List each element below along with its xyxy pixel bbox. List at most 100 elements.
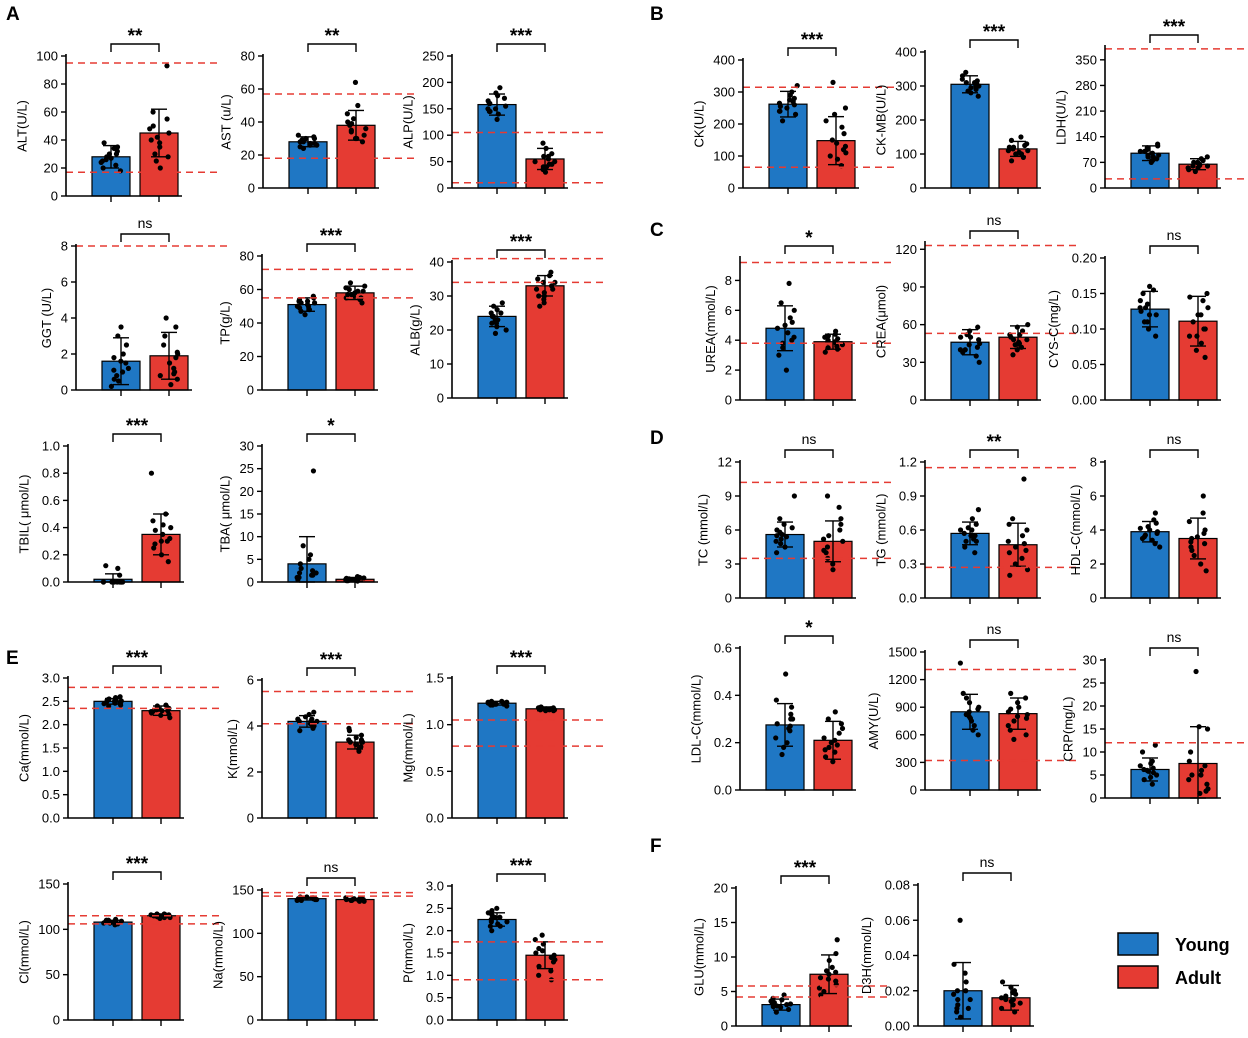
chart-22-point-adult: [550, 705, 556, 711]
chart-10-sig-label: ***: [1163, 17, 1186, 38]
chart-9-point-adult: [1025, 148, 1031, 154]
chart-18-point-young: [971, 723, 977, 729]
chart-8-y-axis-label: CK(U/L): [691, 101, 706, 148]
chart-3-point-young: [111, 376, 117, 382]
chart-12-point-young: [962, 347, 968, 353]
chart-4-point-adult: [360, 288, 366, 294]
chart-24-point-adult: [343, 896, 349, 903]
chart-16-point-adult: [1202, 541, 1208, 547]
chart-6-point-young: [115, 565, 121, 572]
chart-17-point-young: [790, 716, 796, 722]
chart-3-point-adult: [172, 369, 178, 375]
chart-8-point-adult: [830, 79, 836, 85]
chart-13-y-axis-label: CYS-C(mg/L): [1046, 290, 1061, 368]
chart-19-y-tick-label: 15: [1083, 722, 1097, 737]
chart-13-y-tick-label: 0.00: [1072, 393, 1097, 408]
chart-6-y-tick-label: 0.2: [42, 547, 60, 562]
chart-0-y-axis-label: ALT(U/L): [14, 100, 29, 152]
chart-19-point-adult: [1202, 763, 1208, 769]
chart-10-point-young: [1145, 152, 1151, 158]
chart-1-y-tick-label: 20: [241, 148, 255, 163]
chart-25-point-young: [489, 928, 495, 934]
chart-0-sig-bracket: [110, 43, 160, 52]
chart-0-sig-label: **: [128, 26, 143, 47]
chart-25-point-adult: [552, 957, 558, 963]
panel-letter-E: E: [6, 648, 19, 669]
chart-7-point-adult: [361, 575, 367, 581]
chart-13-point-adult: [1200, 298, 1206, 304]
chart-9: 0 100 200 300 400 CK-MB(U/L) ***: [873, 22, 1041, 196]
chart-0-point-young: [113, 151, 120, 157]
chart-26-point-adult: [833, 978, 839, 984]
chart-1-point-adult: [350, 116, 357, 122]
chart-18-point-adult: [1023, 715, 1030, 721]
chart-0-point-young: [98, 159, 104, 165]
chart-14-point-young: [791, 493, 797, 499]
chart-19-point-young: [1149, 758, 1155, 764]
chart-18-point-adult: [1008, 706, 1014, 712]
chart-0-point-adult: [150, 123, 156, 129]
chart-9-point-young: [971, 80, 978, 86]
chart-17-point-young: [773, 697, 779, 703]
chart-4-sig-label: ***: [320, 226, 343, 247]
chart-16-point-young: [1154, 529, 1161, 535]
chart-27-point-young: [954, 988, 961, 994]
chart-1-y-tick-label: 40: [241, 115, 255, 130]
chart-18-point-young: [963, 711, 969, 718]
chart-14: 0 3 6 9 12 TC (mmol/L) ns: [696, 431, 895, 606]
chart-4-point-adult: [347, 280, 354, 286]
chart-26-point-adult: [816, 985, 823, 991]
chart-18-sig-label: ns: [987, 621, 1002, 637]
chart-14-point-adult: [824, 493, 831, 499]
chart-6-point-adult: [160, 522, 166, 528]
chart-3-point-adult: [163, 315, 169, 321]
chart-7-y-tick-label: 15: [240, 507, 254, 522]
chart-16-point-young: [1142, 532, 1148, 538]
chart-7-point-young: [307, 552, 314, 558]
chart-9-y-tick-label: 400: [895, 45, 917, 60]
chart-7-y-tick-label: 25: [240, 461, 254, 476]
chart-9-y-tick-label: 0: [910, 181, 917, 196]
chart-25-y-tick-label: 0.5: [426, 990, 444, 1005]
chart-3: 0 2 4 6 8 GGT (U/L) ns: [39, 215, 231, 398]
chart-13-point-adult: [1187, 294, 1193, 300]
chart-19-y-tick-label: 10: [1083, 745, 1097, 760]
chart-0-y-tick-label: 80: [44, 77, 58, 92]
chart-9-point-adult: [1024, 141, 1030, 147]
chart-7-y-tick-label: 10: [240, 529, 254, 544]
chart-2-point-young: [486, 100, 492, 107]
chart-12-point-young: [974, 344, 981, 350]
chart-7-y-tick-label: 0: [247, 575, 254, 590]
panel-letter-C: C: [650, 220, 664, 241]
chart-27-point-adult: [998, 995, 1005, 1001]
chart-14-y-tick-label: 0: [725, 591, 732, 606]
chart-5-point-young: [503, 327, 509, 333]
chart-18-point-adult: [1008, 690, 1014, 697]
chart-8-point-young: [776, 108, 783, 114]
chart-0-point-young: [111, 145, 117, 151]
chart-24-y-tick-label: 100: [232, 926, 254, 941]
chart-8-point-young: [779, 118, 786, 124]
chart-6-y-tick-label: 1.0: [42, 439, 60, 454]
chart-5-point-adult: [548, 269, 554, 275]
chart-7-sig-bracket: [306, 433, 356, 442]
chart-13-point-adult: [1198, 312, 1204, 318]
chart-0-bar-adult: [139, 132, 179, 197]
chart-17-point-young: [788, 704, 795, 710]
chart-25-y-tick-label: 2.0: [426, 923, 444, 938]
chart-27-point-adult: [998, 1005, 1005, 1011]
chart-18-y-tick-label: 900: [895, 700, 917, 715]
chart-3-point-young: [111, 367, 117, 373]
chart-16-point-young: [1152, 510, 1158, 516]
chart-24-y-tick-label: 150: [232, 883, 254, 898]
chart-5-sig-label: ***: [510, 232, 533, 253]
chart-4-point-young: [296, 298, 302, 304]
chart-21: 0 2 4 6 K(mmol/L) ***: [225, 650, 417, 826]
chart-16-y-tick-label: 4: [1090, 523, 1097, 538]
chart-1-point-adult: [345, 119, 351, 125]
chart-20-bar-adult: [141, 710, 181, 819]
chart-19-y-tick-label: 25: [1083, 676, 1097, 691]
chart-20-y-tick-label: 3.0: [42, 671, 60, 686]
chart-11-point-young: [780, 345, 786, 351]
chart-26-y-tick-label: 20: [714, 881, 728, 896]
